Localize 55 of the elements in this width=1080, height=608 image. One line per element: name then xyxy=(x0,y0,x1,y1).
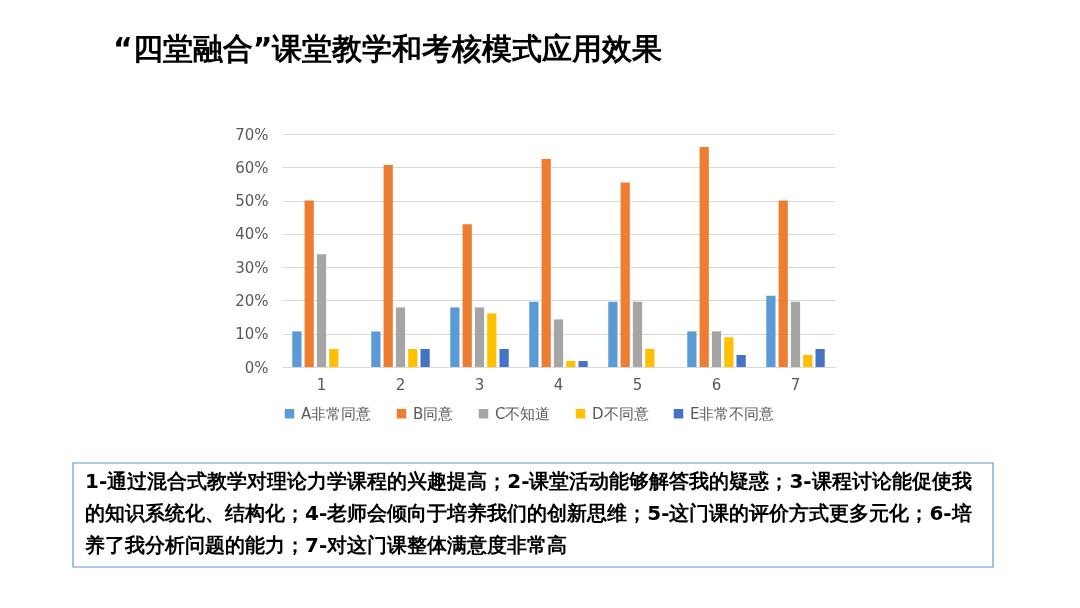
bar xyxy=(462,224,472,367)
x-tick-label: 2 xyxy=(395,375,406,394)
legend-label: B同意 xyxy=(413,404,454,423)
bar xyxy=(608,301,618,367)
bar xyxy=(803,355,813,367)
y-tick-label: 60% xyxy=(235,158,269,177)
bar xyxy=(316,254,327,367)
legend-label: C不知道 xyxy=(495,404,551,423)
y-tick-label: 10% xyxy=(235,325,269,344)
x-tick-label: 7 xyxy=(790,375,801,394)
bar xyxy=(711,331,722,367)
text: 1-通过混合式教学对理论力学课程的兴趣提高；2-课堂活动能够解答我的疑惑；3-课程讨论能促使我的知识系统化、结构化；4-老师会倾向于培养我们的创新思维；5-这门课的评价方式更多元化；6-培养了我分析问题的能力；7-对这门课整体满意度非常高 xyxy=(84,469,972,557)
bar xyxy=(292,331,302,367)
y-tick-label: 20% xyxy=(235,291,269,310)
bar xyxy=(687,331,697,367)
y-tick-label: 50% xyxy=(235,192,269,211)
bar xyxy=(395,307,406,367)
x-tick-label: 1 xyxy=(316,375,327,394)
legend-label: A非常同意 xyxy=(301,404,372,423)
chart-title: “四堂融合”课堂教学和考核模式应用效果 xyxy=(113,31,663,66)
bar xyxy=(408,349,418,367)
y-tick-label: 30% xyxy=(235,258,269,277)
x-tick-label: 5 xyxy=(632,375,643,394)
bar xyxy=(541,158,551,367)
legend-label: D不同意 xyxy=(592,404,649,423)
bar xyxy=(304,200,314,367)
bar xyxy=(778,200,788,367)
y-tick-label: 0% xyxy=(244,358,269,377)
bar xyxy=(499,349,509,367)
x-tick-label: 3 xyxy=(474,375,485,394)
bar xyxy=(766,295,776,367)
bar xyxy=(736,355,746,367)
x-tick-label: 6 xyxy=(711,375,722,394)
y-tick-label: 40% xyxy=(235,225,269,244)
bar xyxy=(474,307,485,367)
bar xyxy=(371,331,381,367)
bar xyxy=(553,319,564,367)
bar xyxy=(632,301,643,367)
bar xyxy=(420,349,430,367)
bar xyxy=(790,301,801,367)
bar xyxy=(620,182,630,367)
bar xyxy=(529,301,539,367)
bar xyxy=(815,349,825,367)
bar xyxy=(578,361,588,367)
bar xyxy=(724,337,734,367)
bar xyxy=(487,313,497,367)
bar xyxy=(699,146,709,367)
bar xyxy=(645,349,655,367)
legend-label: E非常不同意 xyxy=(690,404,775,423)
y-tick-label: 70% xyxy=(235,125,269,144)
bar xyxy=(329,349,339,367)
bar xyxy=(383,164,393,367)
bar xyxy=(450,307,460,367)
x-tick-label: 4 xyxy=(553,375,564,394)
bar xyxy=(566,361,576,367)
